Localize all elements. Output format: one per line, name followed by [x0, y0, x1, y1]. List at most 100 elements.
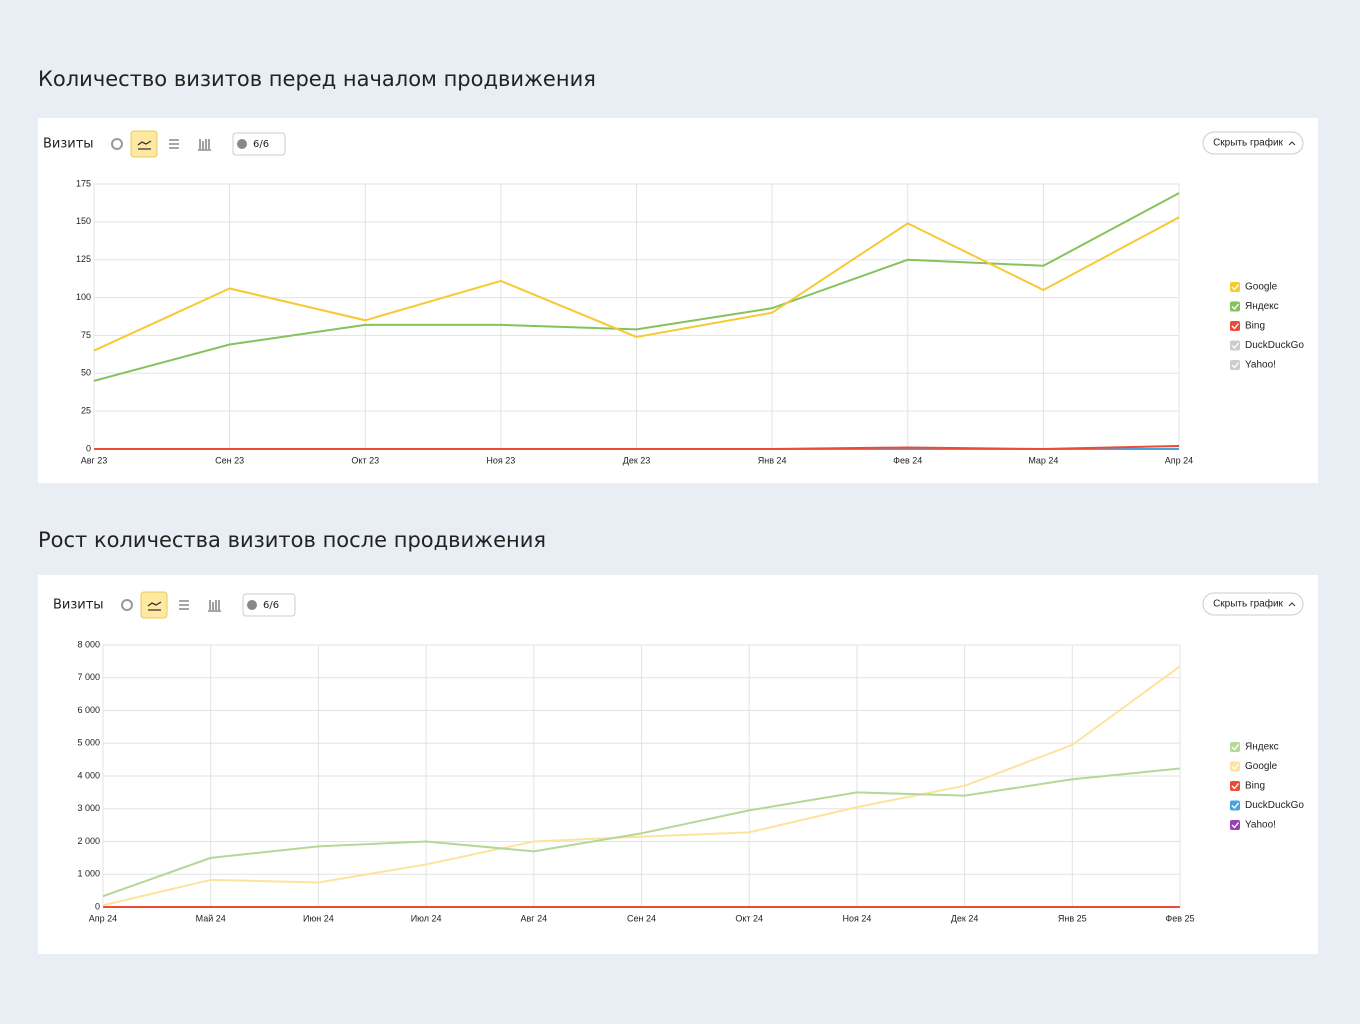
legend-label[interactable]: Google	[1245, 282, 1278, 293]
y-tick-label: 7 000	[77, 672, 100, 682]
x-tick-label: Ноя 24	[842, 913, 871, 923]
legend-check	[1231, 342, 1240, 350]
x-tick-label: Янв 24	[758, 455, 787, 465]
x-tick-label: Май 24	[196, 913, 226, 923]
pie-icon[interactable]	[121, 599, 133, 611]
legend-check	[1231, 744, 1240, 751]
legend-label[interactable]: Yahoo!	[1245, 360, 1276, 371]
y-tick-label: 4 000	[77, 770, 100, 780]
x-tick-label: Окт 23	[351, 455, 379, 465]
y-tick-label: 50	[81, 368, 91, 378]
y-tick-label: 3 000	[77, 803, 100, 813]
legend-checkbox[interactable]	[1230, 800, 1240, 811]
x-tick-label: Окт 24	[735, 913, 763, 923]
legend-check	[1231, 763, 1240, 771]
legend-check	[1231, 303, 1240, 311]
line-icon	[147, 601, 162, 611]
x-tick-label: Сен 23	[215, 455, 244, 465]
filter-button[interactable]	[242, 593, 296, 617]
y-tick-label: 125	[76, 254, 91, 264]
hide-chart-label: Скрыть график	[1213, 598, 1283, 610]
x-tick-label: Фев 24	[893, 455, 922, 465]
bar-icon[interactable]	[208, 600, 221, 612]
legend-checkbox[interactable]	[1230, 742, 1240, 752]
y-tick-label: 2 000	[77, 836, 100, 846]
legend-checkbox[interactable]	[1230, 781, 1240, 791]
y-tick-label: 25	[81, 406, 91, 416]
area-icon[interactable]	[179, 600, 189, 610]
x-tick-label: Сен 24	[627, 913, 656, 923]
legend-checkbox[interactable]	[1230, 321, 1240, 331]
series-line	[102, 665, 1181, 907]
x-tick-label: Ноя 23	[486, 455, 515, 465]
line-icon	[137, 140, 152, 150]
x-tick-label: Янв 25	[1058, 913, 1087, 923]
filter-label: 6/6	[253, 139, 269, 150]
chevron	[1288, 602, 1296, 607]
section-heading: Рост количества визитов после продвижени…	[38, 528, 546, 552]
area-icon[interactable]	[169, 139, 179, 149]
legend-checkbox[interactable]	[1230, 282, 1240, 292]
toolbar-label: Визиты	[43, 137, 94, 152]
x-tick-label: Авг 23	[81, 455, 108, 465]
legend-label[interactable]: Bing	[1245, 781, 1265, 792]
bar-icon[interactable]	[198, 139, 211, 151]
x-tick-label: Дек 24	[951, 913, 979, 923]
filter-label: 6/6	[263, 600, 279, 611]
y-tick-label: 100	[76, 292, 91, 302]
section-heading: Количество визитов перед началом продвиж…	[38, 67, 596, 91]
line-mode-button[interactable]	[130, 130, 158, 158]
x-tick-label: Мар 24	[1028, 455, 1058, 465]
legend-check	[1231, 284, 1240, 291]
comment-icon	[247, 600, 257, 610]
card	[38, 575, 1318, 954]
legend-label[interactable]: DuckDuckGo	[1245, 800, 1304, 811]
series-line	[93, 192, 1180, 382]
y-tick-label: 1 000	[77, 869, 100, 879]
card	[38, 118, 1318, 483]
legend-check	[1231, 802, 1240, 810]
legend-check	[1231, 783, 1240, 790]
line-mode-button[interactable]	[140, 591, 168, 619]
y-tick-label: 75	[81, 330, 91, 340]
legend-label[interactable]: Google	[1245, 761, 1278, 772]
legend-check	[1231, 822, 1240, 829]
y-tick-label: 0	[95, 901, 100, 911]
y-tick-label: 0	[86, 443, 91, 453]
x-tick-label: Апр 24	[89, 913, 117, 923]
x-tick-label: Апр 24	[1165, 455, 1193, 465]
y-tick-label: 175	[76, 178, 91, 188]
legend-check	[1231, 323, 1240, 330]
comment-icon	[237, 139, 247, 149]
legend-label[interactable]: DuckDuckGo	[1245, 340, 1304, 351]
series-line	[102, 767, 1181, 898]
y-tick-label: 150	[76, 216, 91, 226]
filter-button[interactable]	[232, 132, 286, 156]
x-tick-label: Авг 24	[521, 913, 548, 923]
hide-chart-label: Скрыть график	[1213, 137, 1283, 149]
series-line	[93, 216, 1180, 352]
x-tick-label: Июл 24	[411, 913, 442, 923]
legend-label[interactable]: Bing	[1245, 321, 1265, 332]
y-tick-label: 8 000	[77, 639, 100, 649]
legend-checkbox[interactable]	[1230, 360, 1240, 370]
legend-label[interactable]: Яндекс	[1245, 301, 1279, 312]
legend-label[interactable]: Yahoo!	[1245, 820, 1276, 831]
legend-label[interactable]: Яндекс	[1245, 742, 1279, 753]
series-line	[94, 444, 1180, 451]
hide-chart-button[interactable]	[1202, 131, 1304, 155]
x-tick-label: Июн 24	[303, 913, 334, 923]
legend-checkbox[interactable]	[1230, 820, 1240, 830]
hide-chart-button[interactable]	[1202, 592, 1304, 616]
x-tick-label: Фев 25	[1165, 913, 1194, 923]
legend-checkbox[interactable]	[1230, 340, 1240, 351]
legend-check	[1231, 362, 1240, 369]
legend-checkbox[interactable]	[1230, 301, 1240, 312]
chevron	[1288, 141, 1296, 146]
pie-icon[interactable]	[111, 138, 123, 150]
legend-checkbox[interactable]	[1230, 761, 1240, 772]
y-tick-label: 5 000	[77, 738, 100, 748]
y-tick-label: 6 000	[77, 705, 100, 715]
